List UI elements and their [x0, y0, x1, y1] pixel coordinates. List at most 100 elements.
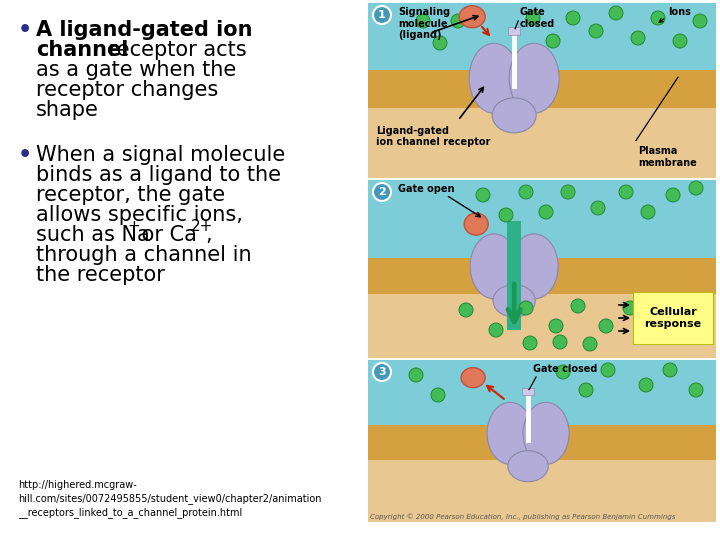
Bar	[368, 70, 716, 108]
Circle shape	[373, 363, 391, 381]
Ellipse shape	[470, 234, 518, 299]
Ellipse shape	[493, 285, 535, 317]
Ellipse shape	[476, 188, 490, 202]
Ellipse shape	[459, 303, 473, 317]
Text: ,: ,	[205, 225, 212, 245]
Bar	[368, 294, 716, 358]
Text: 1: 1	[378, 10, 386, 20]
Text: Copyright © 2000 Pearson Education, Inc., publishing as Pearson Benjamin Cumming: Copyright © 2000 Pearson Education, Inc.…	[370, 514, 675, 520]
Bar	[368, 108, 716, 178]
Ellipse shape	[589, 24, 603, 38]
Text: or Ca: or Ca	[135, 225, 197, 245]
Text: such as Na: such as Na	[36, 225, 150, 245]
Ellipse shape	[526, 11, 540, 25]
Ellipse shape	[609, 6, 623, 20]
Bar	[368, 3, 716, 178]
Ellipse shape	[461, 368, 485, 388]
Ellipse shape	[409, 368, 423, 382]
Ellipse shape	[666, 188, 680, 202]
Text: shape: shape	[36, 100, 99, 120]
Bar	[507, 221, 521, 330]
Text: Plasma
membrane: Plasma membrane	[638, 146, 697, 168]
Text: through a channel in: through a channel in	[36, 245, 251, 265]
Ellipse shape	[499, 208, 513, 222]
Ellipse shape	[639, 378, 653, 392]
Ellipse shape	[416, 14, 430, 28]
Text: the receptor: the receptor	[36, 265, 165, 285]
Text: Gate open: Gate open	[398, 184, 454, 194]
Text: receptor changes: receptor changes	[36, 80, 218, 100]
Bar	[368, 180, 716, 358]
Text: Signaling
molecule
(ligand): Signaling molecule (ligand)	[398, 7, 450, 40]
Text: channel: channel	[36, 40, 128, 60]
Text: binds as a ligand to the: binds as a ligand to the	[36, 165, 281, 185]
Ellipse shape	[523, 402, 569, 464]
Ellipse shape	[510, 234, 558, 299]
Text: allows specific ions,: allows specific ions,	[36, 205, 243, 225]
Ellipse shape	[546, 34, 560, 48]
Bar	[368, 360, 716, 522]
Ellipse shape	[571, 299, 585, 313]
Text: +: +	[127, 219, 140, 234]
Bar	[368, 258, 716, 294]
Text: A ligand-gated ion: A ligand-gated ion	[36, 20, 253, 40]
Text: receptor acts: receptor acts	[102, 40, 247, 60]
Text: •: •	[18, 20, 32, 40]
Text: 3: 3	[378, 367, 386, 377]
Circle shape	[373, 6, 391, 24]
Ellipse shape	[539, 205, 553, 219]
Ellipse shape	[599, 319, 613, 333]
Text: 2+: 2+	[191, 219, 213, 234]
Ellipse shape	[673, 34, 687, 48]
Ellipse shape	[433, 36, 447, 50]
Ellipse shape	[619, 185, 633, 199]
Ellipse shape	[523, 336, 537, 350]
Ellipse shape	[487, 402, 533, 464]
Ellipse shape	[601, 363, 615, 377]
Text: receptor, the gate: receptor, the gate	[36, 185, 225, 205]
Ellipse shape	[508, 451, 549, 482]
Ellipse shape	[509, 43, 559, 113]
Text: as a gate when the: as a gate when the	[36, 60, 236, 80]
Ellipse shape	[556, 365, 570, 379]
Bar	[368, 425, 716, 461]
Ellipse shape	[651, 11, 665, 25]
Text: Ligand-gated
ion channel receptor: Ligand-gated ion channel receptor	[376, 125, 490, 147]
Ellipse shape	[492, 98, 536, 133]
Circle shape	[373, 183, 391, 201]
Text: When a signal molecule: When a signal molecule	[36, 145, 285, 165]
Bar	[508, 27, 520, 35]
Ellipse shape	[561, 185, 575, 199]
Ellipse shape	[693, 14, 707, 28]
Text: Gate
closed: Gate closed	[519, 7, 554, 29]
Text: •: •	[18, 145, 32, 165]
Ellipse shape	[579, 383, 593, 397]
Ellipse shape	[459, 6, 485, 28]
Ellipse shape	[553, 335, 567, 349]
FancyBboxPatch shape	[633, 292, 713, 344]
Bar	[522, 388, 534, 395]
Ellipse shape	[519, 301, 533, 315]
Ellipse shape	[689, 181, 703, 195]
Bar	[368, 461, 716, 522]
Text: 2: 2	[378, 187, 386, 197]
Ellipse shape	[469, 43, 519, 113]
Text: Gate closed: Gate closed	[533, 364, 598, 374]
Ellipse shape	[591, 201, 605, 215]
Ellipse shape	[583, 337, 597, 351]
Ellipse shape	[641, 205, 655, 219]
Ellipse shape	[623, 301, 637, 315]
Ellipse shape	[519, 185, 533, 199]
Ellipse shape	[451, 14, 465, 28]
Ellipse shape	[549, 319, 563, 333]
Ellipse shape	[689, 383, 703, 397]
Ellipse shape	[489, 323, 503, 337]
Ellipse shape	[631, 31, 645, 45]
Ellipse shape	[464, 213, 488, 235]
Ellipse shape	[566, 11, 580, 25]
Text: http://highered.mcgraw-
hill.com/sites/0072495855/student_view0/chapter2/animati: http://highered.mcgraw- hill.com/sites/0…	[18, 480, 322, 518]
Text: Ions: Ions	[668, 7, 691, 17]
Ellipse shape	[431, 388, 445, 402]
Ellipse shape	[663, 363, 677, 377]
Text: Cellular
response: Cellular response	[644, 307, 701, 329]
